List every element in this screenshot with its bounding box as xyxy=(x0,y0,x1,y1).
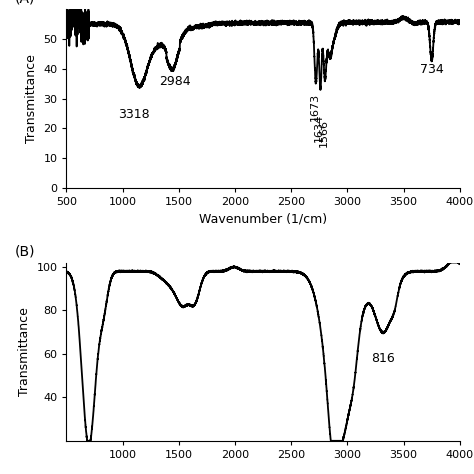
Text: 734: 734 xyxy=(420,63,444,76)
X-axis label: Wavenumber (1/cm): Wavenumber (1/cm) xyxy=(199,212,327,225)
Y-axis label: Transmittance: Transmittance xyxy=(18,307,31,396)
Text: (B): (B) xyxy=(15,245,36,258)
Text: (A): (A) xyxy=(15,0,36,5)
Text: 1566: 1566 xyxy=(319,119,328,147)
Text: 2984: 2984 xyxy=(160,75,191,88)
Text: 1634: 1634 xyxy=(314,113,324,142)
Text: 816: 816 xyxy=(372,352,395,365)
Text: 3318: 3318 xyxy=(118,108,150,120)
Text: 1673: 1673 xyxy=(310,92,320,121)
Y-axis label: Transmittance: Transmittance xyxy=(25,54,37,143)
